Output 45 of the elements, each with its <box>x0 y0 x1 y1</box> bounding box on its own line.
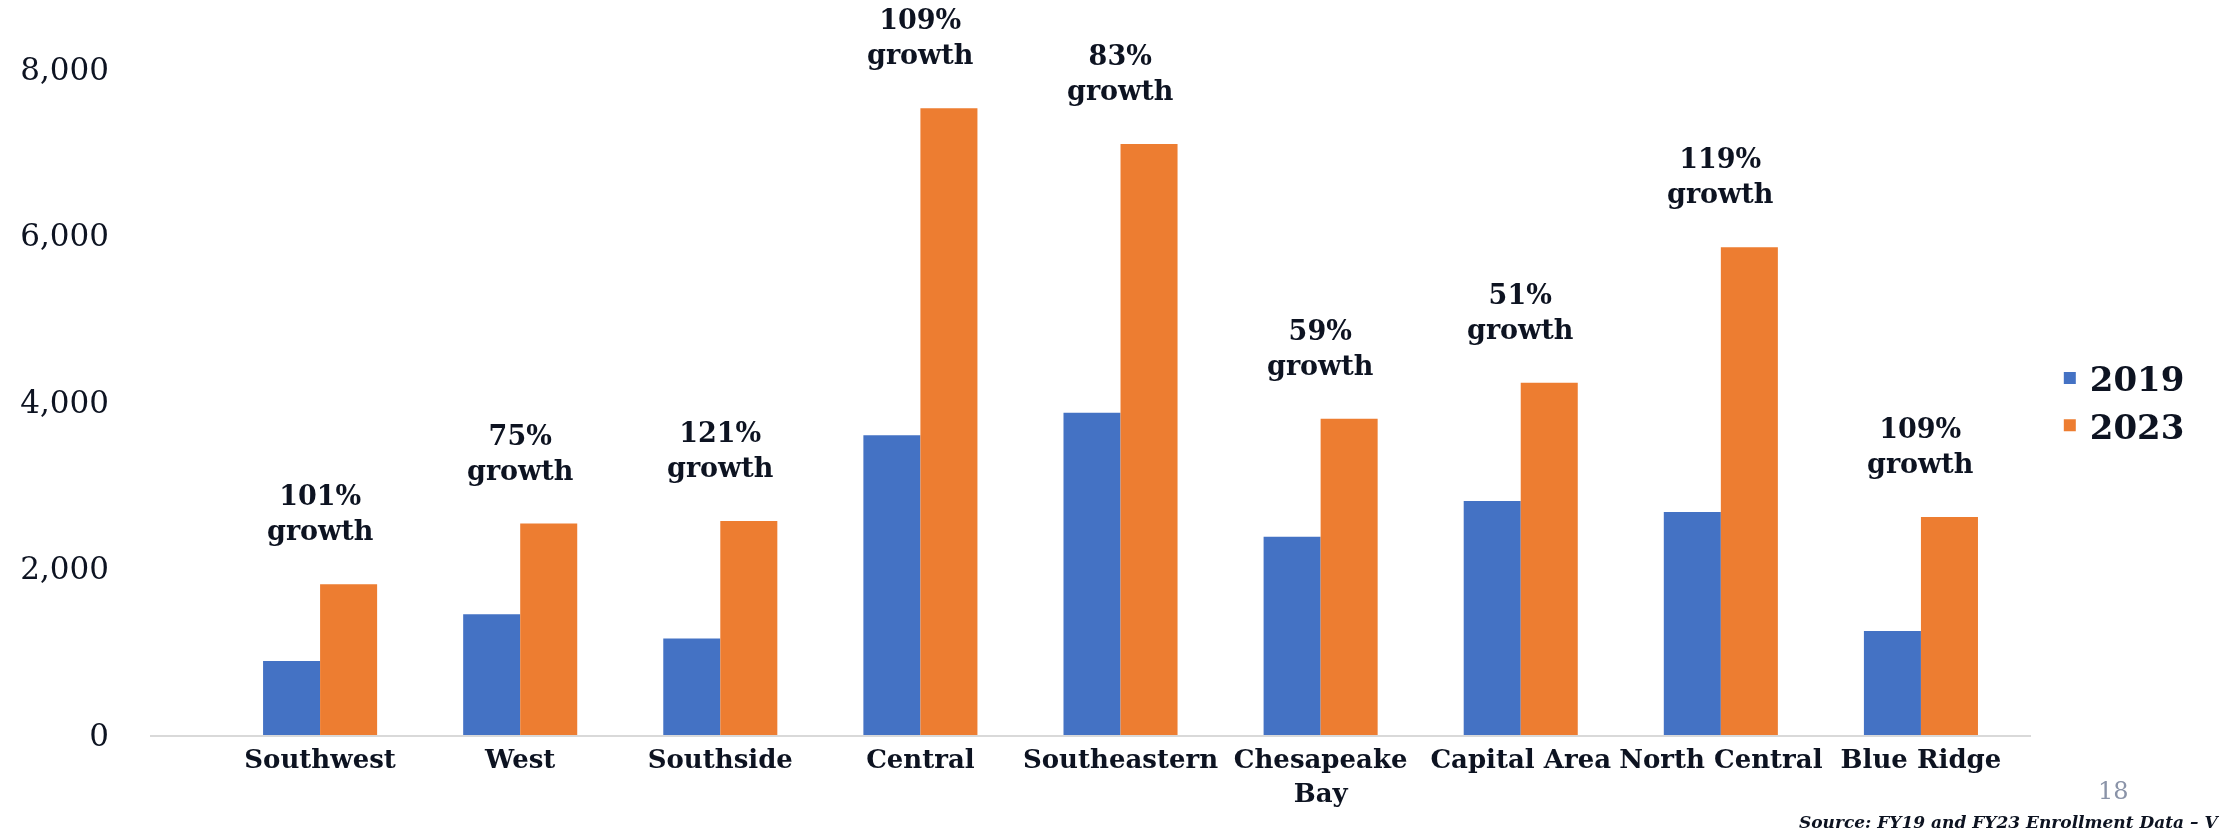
y-tick-label: 4,000 <box>20 383 109 420</box>
bar <box>1063 412 1121 735</box>
bar <box>320 584 378 735</box>
bar <box>720 521 778 735</box>
annotation: 121% growth <box>667 417 774 484</box>
y-tick-label: 2,000 <box>20 550 109 587</box>
bar <box>1463 501 1521 735</box>
bar <box>520 523 578 735</box>
x-tick-label: Chesapeake Bay <box>1233 744 1408 808</box>
annotation: 109% growth <box>867 4 974 71</box>
y-tick-label: 6,000 <box>20 217 109 254</box>
text: 18 <box>2098 777 2129 805</box>
x-tick-label: North Central <box>1619 744 1823 775</box>
source-note: Source: FY19 and FY23 Enrollment Data – V <box>1799 812 2220 832</box>
x-tick-label: Southeastern <box>1022 744 1219 775</box>
bar <box>463 614 521 735</box>
x-tick-label: Capital Area <box>1430 744 1612 775</box>
bar <box>1120 143 1178 735</box>
bar <box>1320 418 1378 735</box>
annotation: 51% growth <box>1467 279 1574 346</box>
annotation: 59% growth <box>1267 315 1374 382</box>
x-tick-label: Southside <box>647 744 793 775</box>
y-tick-label: 0 <box>89 716 109 753</box>
bar <box>1263 536 1321 735</box>
bar <box>663 638 721 735</box>
annotation: 83% growth <box>1067 40 1174 107</box>
annotation: 109% growth <box>1867 413 1974 480</box>
x-tick-label: Central <box>866 744 975 775</box>
legend-label: 2023 <box>2089 406 2185 447</box>
x-tick-label: West <box>484 744 556 775</box>
annotation: 75% growth <box>467 420 574 487</box>
annotation: 101% growth <box>267 480 374 547</box>
annotation: 119% growth <box>1667 143 1774 210</box>
bar <box>1520 382 1578 735</box>
bar <box>1720 247 1778 735</box>
bar <box>1663 511 1721 735</box>
bar <box>1920 516 1978 735</box>
bar <box>1863 630 1921 735</box>
bar <box>863 435 921 735</box>
x-tick-label: Southwest <box>244 744 396 775</box>
bar <box>920 108 978 735</box>
x-tick-label: Blue Ridge <box>1840 744 2002 775</box>
y-tick-label: 8,000 <box>20 50 109 87</box>
bar <box>263 660 321 735</box>
legend-label: 2019 <box>2089 359 2185 400</box>
